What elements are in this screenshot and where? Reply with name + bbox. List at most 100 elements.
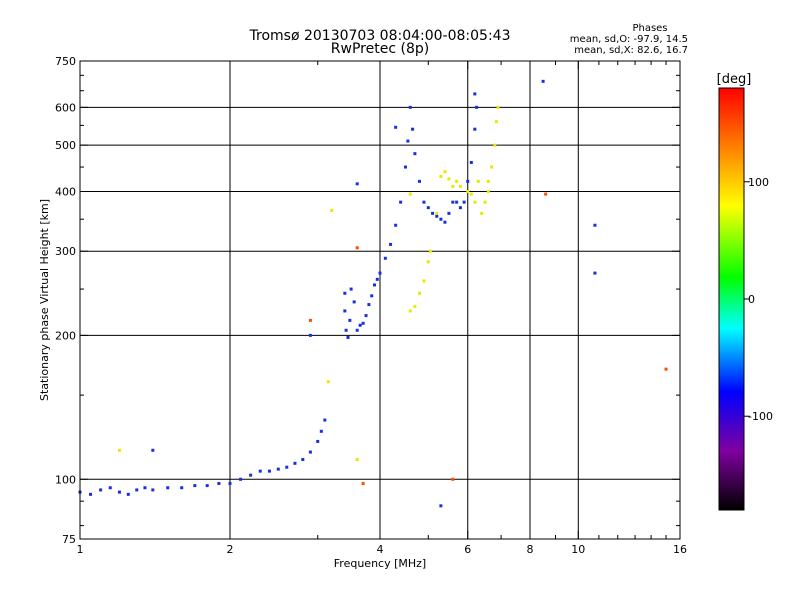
data-point-o-mode <box>135 488 139 492</box>
data-point-x-mode <box>408 192 412 196</box>
data-point-x-mode <box>443 170 447 174</box>
data-point-other-phases <box>361 481 365 485</box>
x-tick-label: 16 <box>673 543 687 556</box>
data-point-x-mode <box>480 211 484 215</box>
data-point-o-mode <box>355 328 359 332</box>
y-tick-label: 400 <box>55 185 76 198</box>
colorbar-gradient <box>718 87 745 511</box>
data-point-other-phases <box>451 477 455 481</box>
data-point-o-mode <box>319 429 323 433</box>
data-point-o-mode <box>89 492 93 496</box>
data-point-o-mode <box>593 271 597 275</box>
data-point-o-mode <box>408 105 412 109</box>
data-point-o-mode <box>469 160 473 164</box>
data-point-x-mode <box>117 448 121 452</box>
data-point-o-mode <box>475 105 479 109</box>
data-point-o-mode <box>239 477 243 481</box>
data-point-x-mode <box>451 184 455 188</box>
data-point-o-mode <box>367 303 371 307</box>
data-point-o-mode <box>375 277 379 281</box>
data-point-o-mode <box>364 314 368 318</box>
data-point-other-phases <box>308 318 312 322</box>
data-point-o-mode <box>267 469 271 473</box>
data-point-o-mode <box>151 488 155 492</box>
data-point-x-mode <box>473 200 477 204</box>
data-point-o-mode <box>276 467 280 471</box>
data-point-o-mode <box>316 439 320 443</box>
data-point-x-mode <box>417 291 421 295</box>
data-point-o-mode <box>473 92 477 96</box>
data-point-o-mode <box>228 481 232 485</box>
x-tick-label: 4 <box>377 543 384 556</box>
data-point-o-mode <box>205 484 209 488</box>
x-tick-label: 6 <box>464 543 471 556</box>
colorbar-tick-label: 100 <box>748 176 769 189</box>
data-point-o-mode <box>180 486 184 490</box>
data-point-x-mode <box>455 179 459 183</box>
data-point-o-mode <box>308 450 312 454</box>
stats-title: Phases <box>632 23 667 34</box>
x-tick-label: 1 <box>77 543 84 556</box>
data-point-x-mode <box>496 105 500 109</box>
y-tick-label: 750 <box>55 55 76 68</box>
data-point-other-phases <box>355 246 359 250</box>
data-point-o-mode <box>458 206 462 210</box>
y-tick-label: 300 <box>55 245 76 258</box>
y-tick-label: 200 <box>55 329 76 342</box>
data-point-x-mode <box>330 209 334 213</box>
data-point-o-mode <box>355 182 359 186</box>
stats-x-mode: mean, sd,X: 82.6, 16.7 <box>574 45 688 56</box>
data-point-x-mode <box>483 200 487 204</box>
data-point-o-mode <box>426 206 430 210</box>
data-point-o-mode <box>422 200 426 204</box>
data-point-o-mode <box>455 200 459 204</box>
data-point-x-mode <box>486 189 490 193</box>
data-point-x-mode <box>326 380 330 384</box>
data-point-o-mode <box>431 211 435 215</box>
data-point-o-mode <box>99 488 103 492</box>
data-point-o-mode <box>217 481 221 485</box>
colorbar-tick-label: 0 <box>748 293 755 306</box>
data-point-o-mode <box>447 211 451 215</box>
data-point-x-mode <box>413 304 417 308</box>
data-point-o-mode <box>358 323 362 327</box>
colorbar-ticks: 100 0 -100 <box>744 176 773 423</box>
data-point-o-mode <box>373 283 377 287</box>
x-tick-label: 8 <box>527 543 534 556</box>
data-points <box>78 79 668 508</box>
data-point-o-mode <box>439 504 443 508</box>
data-point-o-mode <box>346 335 350 339</box>
data-point-x-mode <box>422 279 426 283</box>
data-point-x-mode <box>428 249 432 253</box>
data-point-o-mode <box>593 223 597 227</box>
data-point-o-mode <box>108 486 112 490</box>
data-point-o-mode <box>473 127 477 131</box>
data-point-x-mode <box>426 260 430 264</box>
data-point-o-mode <box>343 309 347 313</box>
data-point-x-mode <box>355 457 359 461</box>
data-point-other-phases <box>544 192 548 196</box>
data-point-o-mode <box>301 457 305 461</box>
data-point-o-mode <box>394 125 398 129</box>
data-point-o-mode <box>344 328 348 332</box>
grid-lines <box>80 61 680 539</box>
data-point-x-mode <box>469 192 473 196</box>
data-point-o-mode <box>117 490 121 494</box>
chart-subtitle: RwPretec (8p) <box>331 41 429 57</box>
data-point-o-mode <box>348 318 352 322</box>
data-point-o-mode <box>413 152 417 156</box>
tick-labels: 1 2 4 6 8 10 16 75 100 200 300 400 500 600 750 <box>55 55 687 556</box>
data-point-o-mode <box>126 492 130 496</box>
x-axis-label: Frequency [MHz] <box>334 557 426 570</box>
data-point-o-mode <box>361 321 365 325</box>
data-point-o-mode <box>258 469 262 473</box>
data-point-x-mode <box>466 189 470 193</box>
data-point-o-mode <box>417 179 421 183</box>
data-point-o-mode <box>383 256 387 260</box>
data-point-x-mode <box>439 174 443 178</box>
data-point-o-mode <box>451 200 455 204</box>
y-tick-label: 75 <box>62 533 76 546</box>
data-point-x-mode <box>435 211 439 215</box>
colorbar-tick-label: -100 <box>748 410 773 423</box>
